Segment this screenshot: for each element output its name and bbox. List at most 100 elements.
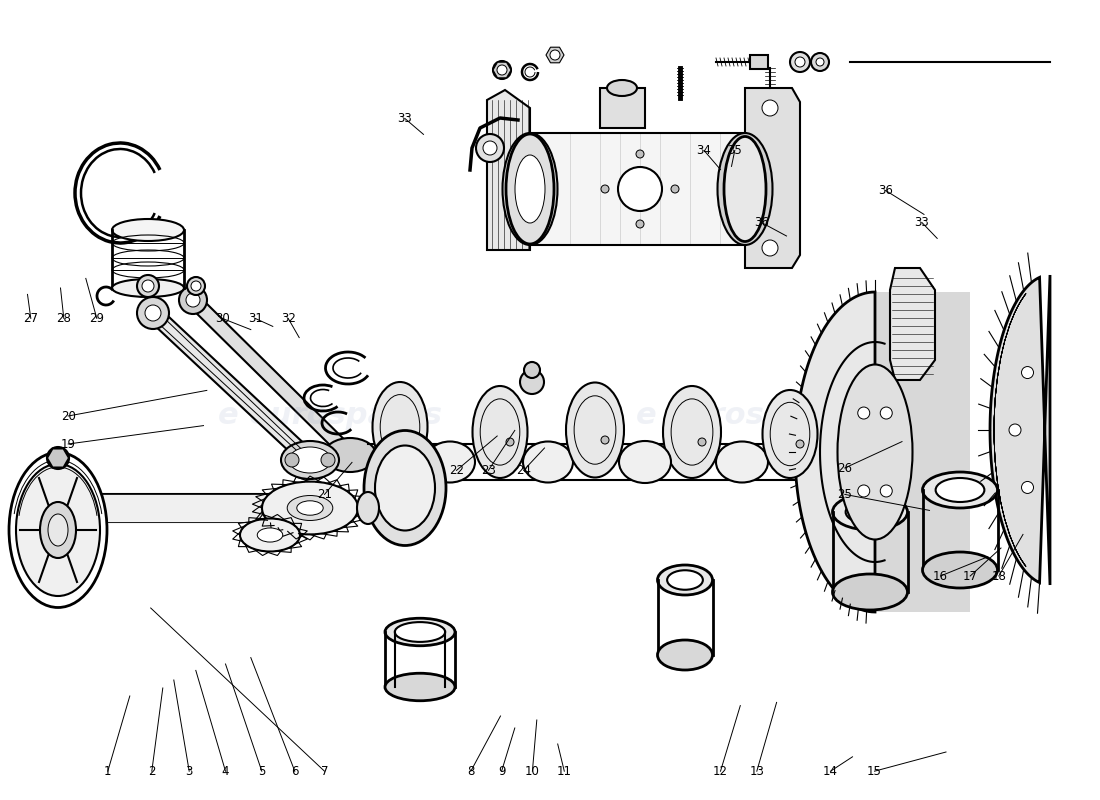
Ellipse shape bbox=[837, 365, 913, 539]
Ellipse shape bbox=[297, 501, 323, 515]
Ellipse shape bbox=[724, 137, 766, 242]
Circle shape bbox=[762, 100, 778, 116]
Text: 26: 26 bbox=[837, 462, 852, 474]
Polygon shape bbox=[47, 449, 69, 467]
Ellipse shape bbox=[923, 472, 998, 508]
Ellipse shape bbox=[373, 382, 428, 472]
Circle shape bbox=[1022, 366, 1034, 378]
Circle shape bbox=[497, 65, 507, 75]
Text: 18: 18 bbox=[991, 570, 1006, 582]
Ellipse shape bbox=[667, 570, 703, 590]
Ellipse shape bbox=[287, 495, 333, 521]
Circle shape bbox=[795, 57, 805, 67]
Polygon shape bbox=[487, 90, 530, 250]
Text: 1: 1 bbox=[104, 765, 111, 778]
Ellipse shape bbox=[289, 447, 331, 473]
Polygon shape bbox=[147, 307, 316, 466]
Ellipse shape bbox=[9, 453, 107, 607]
Ellipse shape bbox=[262, 482, 358, 534]
Text: 17: 17 bbox=[962, 570, 978, 582]
Text: 35: 35 bbox=[727, 144, 742, 157]
Text: 36: 36 bbox=[878, 184, 893, 197]
Ellipse shape bbox=[833, 574, 908, 610]
Ellipse shape bbox=[395, 622, 446, 642]
Circle shape bbox=[790, 52, 810, 72]
FancyBboxPatch shape bbox=[750, 55, 768, 69]
Text: 13: 13 bbox=[749, 765, 764, 778]
Polygon shape bbox=[493, 62, 512, 78]
Ellipse shape bbox=[506, 134, 554, 244]
Circle shape bbox=[321, 453, 336, 467]
Circle shape bbox=[816, 58, 824, 66]
Circle shape bbox=[698, 438, 706, 446]
Polygon shape bbox=[795, 292, 874, 612]
Ellipse shape bbox=[566, 382, 624, 478]
Ellipse shape bbox=[40, 502, 76, 558]
Circle shape bbox=[601, 185, 609, 193]
Ellipse shape bbox=[138, 275, 160, 297]
Text: e eurospares: e eurospares bbox=[636, 402, 860, 430]
Ellipse shape bbox=[16, 464, 100, 596]
Text: 3: 3 bbox=[186, 765, 192, 778]
Polygon shape bbox=[890, 268, 935, 380]
Ellipse shape bbox=[607, 80, 637, 96]
Ellipse shape bbox=[515, 155, 544, 223]
Ellipse shape bbox=[833, 494, 908, 530]
Ellipse shape bbox=[522, 442, 573, 482]
Text: 31: 31 bbox=[248, 312, 263, 325]
Circle shape bbox=[145, 305, 161, 321]
Text: 22: 22 bbox=[449, 464, 464, 477]
Ellipse shape bbox=[375, 446, 434, 530]
Text: 27: 27 bbox=[23, 312, 38, 325]
Text: 9: 9 bbox=[498, 765, 505, 778]
Circle shape bbox=[880, 485, 892, 497]
Circle shape bbox=[483, 141, 497, 155]
Ellipse shape bbox=[112, 279, 184, 297]
Text: 4: 4 bbox=[222, 765, 229, 778]
Text: 34: 34 bbox=[696, 144, 712, 157]
Ellipse shape bbox=[142, 280, 154, 292]
Circle shape bbox=[671, 185, 679, 193]
Text: 11: 11 bbox=[557, 765, 572, 778]
Ellipse shape bbox=[716, 442, 768, 482]
Text: 33: 33 bbox=[914, 216, 929, 229]
Text: 24: 24 bbox=[516, 464, 531, 477]
Ellipse shape bbox=[191, 281, 201, 291]
Ellipse shape bbox=[385, 674, 455, 701]
Text: 29: 29 bbox=[89, 312, 104, 325]
Text: 21: 21 bbox=[317, 488, 332, 501]
Ellipse shape bbox=[48, 514, 68, 546]
Text: e eurospares: e eurospares bbox=[218, 402, 442, 430]
Ellipse shape bbox=[364, 430, 446, 546]
Polygon shape bbox=[990, 275, 1050, 585]
Text: 23: 23 bbox=[481, 464, 496, 477]
Circle shape bbox=[1022, 482, 1034, 494]
FancyBboxPatch shape bbox=[90, 494, 310, 522]
Text: 30: 30 bbox=[214, 312, 230, 325]
Circle shape bbox=[858, 485, 870, 497]
Circle shape bbox=[880, 407, 892, 419]
Ellipse shape bbox=[240, 518, 300, 551]
Circle shape bbox=[601, 436, 609, 444]
Text: 12: 12 bbox=[713, 765, 728, 778]
Text: 6: 6 bbox=[292, 765, 298, 778]
FancyBboxPatch shape bbox=[530, 133, 745, 245]
Ellipse shape bbox=[473, 386, 528, 478]
Ellipse shape bbox=[936, 478, 985, 502]
Ellipse shape bbox=[923, 552, 998, 588]
Polygon shape bbox=[874, 292, 970, 612]
Circle shape bbox=[179, 286, 207, 314]
Ellipse shape bbox=[663, 386, 720, 478]
Polygon shape bbox=[188, 295, 355, 460]
Text: 14: 14 bbox=[823, 765, 838, 778]
Polygon shape bbox=[745, 88, 800, 268]
Circle shape bbox=[506, 438, 514, 446]
Ellipse shape bbox=[717, 133, 772, 245]
Ellipse shape bbox=[385, 618, 455, 646]
Circle shape bbox=[618, 167, 662, 211]
Ellipse shape bbox=[324, 438, 376, 472]
Ellipse shape bbox=[619, 441, 671, 483]
Text: 28: 28 bbox=[56, 312, 72, 325]
Text: 2: 2 bbox=[148, 765, 155, 778]
Circle shape bbox=[138, 297, 169, 329]
